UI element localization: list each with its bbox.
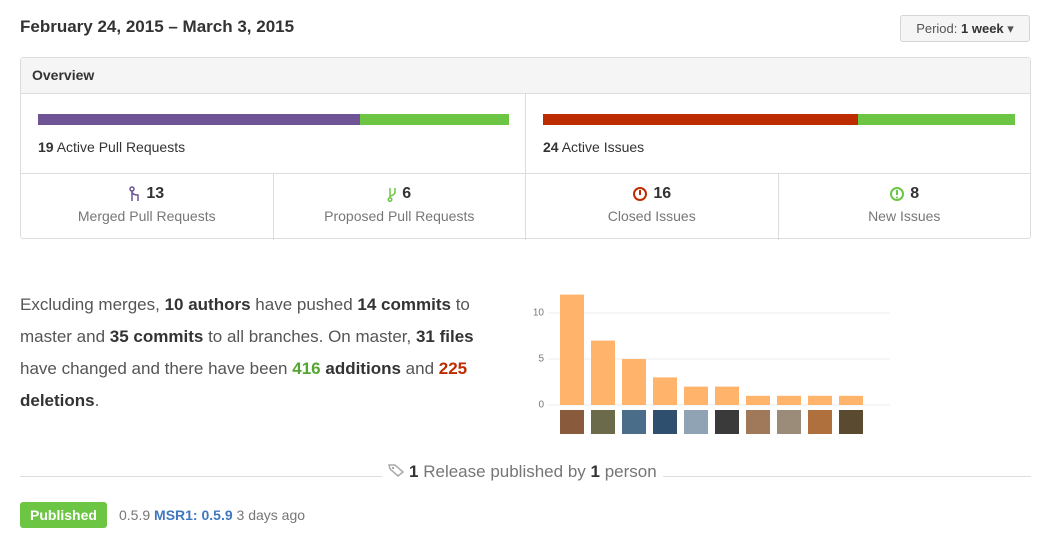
commits: 14 commits [357,295,451,314]
text: to all branches. On master, [208,327,412,346]
text: Excluding merges, [20,295,160,314]
bar [653,377,677,405]
release-tag: 0.5.9 [119,507,151,523]
active-prs-label: Active Pull Requests [56,139,186,155]
new-stat[interactable]: 8 New Issues [779,174,1031,240]
avatar [622,410,646,434]
avatar [560,410,584,434]
text: have changed and there have been [20,359,288,378]
divider [525,93,526,173]
release-age: 3 days ago [236,507,306,523]
people-count: 1 [590,462,600,481]
release-link[interactable]: MSR1: 0.5.9 [154,507,233,523]
merged-count: 13 [146,185,165,202]
period-button[interactable]: Period: 1 week ▾ [900,15,1030,42]
text: to master and [20,295,470,346]
published-badge: Published [20,502,107,528]
summary: Excluding merges, 10 authors have pushed… [20,289,510,417]
closed-label: Closed Issues [607,208,696,224]
merged-icon [129,186,140,201]
release-text: Release published by [423,462,586,481]
release-count: 1 [409,462,419,481]
avatar [746,410,770,434]
authors: 10 authors [164,295,251,314]
closed-icon [633,187,648,201]
avatar [808,410,832,434]
tag-icon [388,464,405,477]
additions-count: 416 [292,359,321,378]
release-summary: 1 Release published by 1 person [0,462,1045,482]
proposed-icon [387,188,397,202]
deletions: deletions [20,391,95,410]
closed-count: 16 [653,185,672,202]
period-value: 1 week [961,21,1004,36]
avatar [777,410,801,434]
active-issues-count: 24 [543,139,559,155]
active-prs[interactable]: 19 Active Pull Requests [38,139,185,155]
merged-bar [38,114,361,125]
active-prs-count: 19 [38,139,54,155]
bar [560,294,584,405]
bar [746,395,770,405]
date-range: February 24, 2015 – March 3, 2015 [20,17,295,36]
new-icon [890,187,905,201]
new-bar [857,114,1015,125]
new-label: New Issues [868,208,941,224]
avatar [715,410,739,434]
closed-bar [543,114,858,125]
avatar [684,410,708,434]
release-info: 0.5.9 MSR1: 0.5.9 3 days ago [119,507,305,523]
avatar [653,410,677,434]
additions: additions [325,359,401,378]
new-count: 8 [910,185,920,202]
overview-title: Overview [21,58,1030,94]
bar [808,395,832,405]
merged-stat[interactable]: 13 Merged Pull Requests [21,174,274,240]
proposed-label: Proposed Pull Requests [324,208,475,224]
y-tick-label: 10 [533,308,545,319]
avatar [839,410,863,434]
bar [839,395,863,405]
bar [715,386,739,405]
stats-row: 13 Merged Pull Requests 6 Proposed Pull … [21,173,1030,240]
proposed-bar [360,114,509,125]
y-tick-label: 0 [538,400,544,411]
bar [622,359,646,405]
proposed-count: 6 [402,185,412,202]
avatar [591,410,615,434]
text: have pushed [255,295,353,314]
period-label: Period: [916,21,958,36]
text: and [405,359,435,378]
bar [777,395,801,405]
active-issues[interactable]: 24 Active Issues [543,139,644,155]
commits-chart: 0 5 10 [533,294,890,434]
closed-stat[interactable]: 16 Closed Issues [526,174,779,240]
files: 31 files [415,327,474,346]
bar [591,340,615,405]
text: . [94,391,100,410]
y-tick-label: 5 [538,354,544,365]
active-issues-label: Active Issues [561,139,645,155]
commits: 35 commits [109,327,204,346]
merged-label: Merged Pull Requests [77,208,216,224]
deletions-count: 225 [438,359,468,378]
overview-box: Overview 19 Active Pull Requests 24 Acti… [20,57,1031,240]
proposed-stat[interactable]: 6 Proposed Pull Requests [274,174,526,240]
bar [684,386,708,405]
release-suffix: person [604,462,657,481]
